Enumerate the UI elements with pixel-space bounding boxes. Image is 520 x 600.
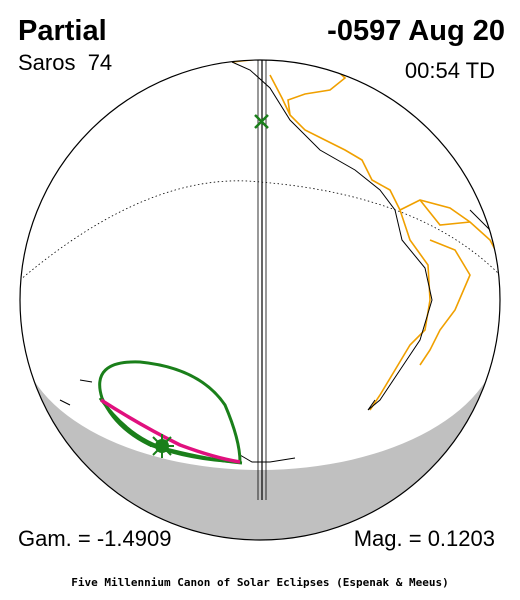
date: -0597 Aug 20 bbox=[327, 15, 505, 47]
subsolar-point bbox=[254, 114, 269, 129]
continent-borders bbox=[231, 60, 499, 411]
penumbra-limit bbox=[98, 397, 243, 465]
saros: Saros 74 bbox=[18, 50, 112, 75]
title: Partial bbox=[18, 15, 107, 47]
equator bbox=[20, 180, 500, 281]
gamma: Gam. = -1.4909 bbox=[18, 526, 171, 551]
globe bbox=[20, 60, 500, 540]
max-eclipse-curve bbox=[100, 398, 241, 464]
time: 00:54 TD bbox=[405, 58, 495, 83]
magnitude: Mag. = 0.1203 bbox=[354, 526, 495, 551]
penumbra-limit bbox=[98, 360, 242, 464]
credit: Five Millennium Canon of Solar Eclipses … bbox=[71, 576, 449, 589]
greatest-eclipse bbox=[150, 434, 174, 458]
globe-outline bbox=[19, 59, 501, 541]
coastlines bbox=[59, 61, 499, 463]
